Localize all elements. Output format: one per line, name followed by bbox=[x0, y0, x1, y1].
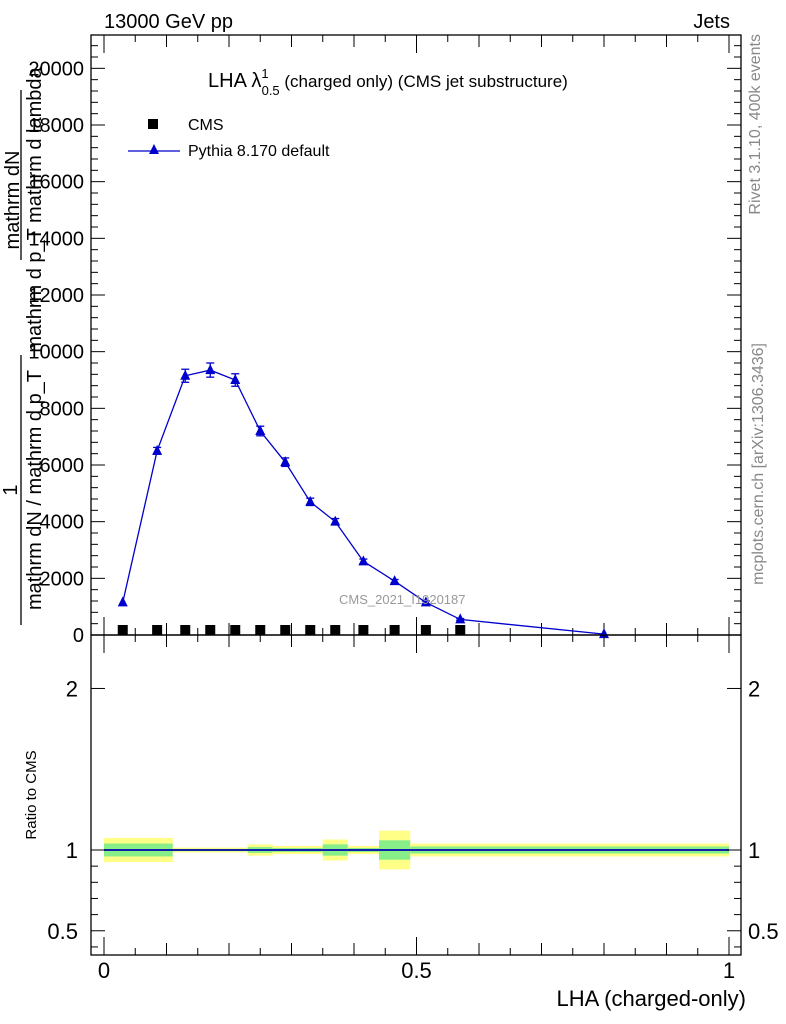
pythia-line bbox=[122, 369, 605, 635]
y-tick-label: 12000 bbox=[28, 285, 84, 307]
legend-pythia-marker bbox=[149, 144, 159, 154]
chart-title-sup: 1 bbox=[261, 66, 268, 81]
ratio-y-ticks: 0.5 0.5 1 1 2 2 bbox=[47, 676, 779, 948]
pythia-point bbox=[599, 628, 609, 639]
pythia-point bbox=[389, 575, 400, 586]
y-tick-label: 4000 bbox=[40, 512, 85, 534]
cms-point bbox=[205, 625, 216, 635]
y-tick-label: 14000 bbox=[28, 228, 84, 250]
cms-point bbox=[305, 625, 316, 635]
header-left: 13000 GeV pp bbox=[104, 11, 233, 33]
x-tick-label: 0 bbox=[98, 958, 110, 983]
cms-point bbox=[455, 625, 466, 635]
ratio-y-tick-label-left: 2 bbox=[66, 676, 78, 701]
watermark: CMS_2021_I1920187 bbox=[339, 592, 466, 607]
side-label-bottom: mcplots.cern.ch [arXiv:1306.3436] bbox=[750, 343, 767, 585]
chart-title-sub: 0.5 bbox=[262, 83, 280, 98]
y-tick-label: 20000 bbox=[28, 58, 84, 80]
pythia-point bbox=[305, 495, 316, 506]
pythia-point bbox=[152, 444, 163, 455]
y-label-top-denominator: mathrm d p_T mathrm d lambda bbox=[24, 66, 46, 352]
chart-title-rest: (charged only) (CMS jet substructure) bbox=[280, 72, 568, 91]
y-tick-label: 10000 bbox=[28, 342, 84, 364]
x-axis-label: LHA (charged-only) bbox=[556, 986, 746, 1011]
legend-cms-marker bbox=[148, 119, 158, 129]
ratio-x-ticks: 0 0.5 1 bbox=[98, 635, 735, 983]
y-label-top: mathrm dN bbox=[2, 151, 24, 250]
ratio-y-tick-label-right: 2 bbox=[748, 676, 760, 701]
y-label-main-denominator: mathrm dN / mathrm d p_T bbox=[24, 370, 46, 610]
y-tick-label: 18000 bbox=[28, 115, 84, 137]
ratio-y-tick-label-left: 0.5 bbox=[47, 919, 78, 944]
pythia-point bbox=[358, 555, 369, 566]
y-tick-label: 6000 bbox=[40, 455, 85, 477]
cms-point bbox=[152, 625, 163, 635]
ratio-y-tick-label-left: 1 bbox=[66, 838, 78, 863]
cms-point bbox=[389, 625, 400, 635]
ratio-y-tick-label-right: 0.5 bbox=[748, 919, 779, 944]
pythia-point bbox=[180, 369, 191, 380]
ratio-y-tick-label-right: 1 bbox=[748, 838, 760, 863]
x-tick-label: 0.5 bbox=[401, 958, 432, 983]
side-label-top: Rivet 3.1.10, 400k events bbox=[747, 34, 764, 215]
pythia-point bbox=[330, 515, 341, 526]
y-tick-label: 0 bbox=[73, 625, 84, 647]
cms-point bbox=[420, 625, 431, 635]
legend-pythia-label: Pythia 8.170 default bbox=[188, 143, 330, 160]
pythia-point bbox=[455, 613, 466, 624]
ratio-plot-panel: 0.5 0.51 12 2 0 0.5 1 Ratio to CMS LHA (charg… bbox=[23, 634, 779, 1011]
main-x-ticks bbox=[103, 35, 730, 635]
cms-point bbox=[280, 625, 291, 635]
x-tick-label: 1 bbox=[723, 958, 735, 983]
cms-point bbox=[330, 625, 341, 635]
pythia-point bbox=[117, 596, 128, 607]
ratio-plot-frame bbox=[90, 634, 742, 956]
main-y-ticks: 0 2000 4000 6000 8000 10000 12000 14000 16000 180… bbox=[28, 45, 741, 647]
cms-point bbox=[358, 625, 369, 635]
cms-point bbox=[230, 625, 241, 635]
cms-point bbox=[180, 625, 191, 635]
pythia-point bbox=[420, 596, 431, 607]
main-plot-panel: 0 2000 4000 6000 8000 10000 12000 14000 16000 180… bbox=[0, 34, 742, 647]
y-tick-label: 2000 bbox=[40, 568, 85, 590]
y-tick-label: 16000 bbox=[28, 172, 84, 194]
pythia-point bbox=[205, 364, 216, 375]
cms-point bbox=[255, 625, 266, 635]
chart-title: LHA λ1 0.5 (charged only) (CMS jet substr… bbox=[208, 66, 568, 98]
legend: CMS Pythia 8.170 default bbox=[128, 117, 330, 160]
pythia-point bbox=[230, 374, 241, 384]
y-label-main: 1 bbox=[0, 484, 22, 495]
chart-title-main: LHA λ bbox=[208, 70, 261, 92]
ratio-y-label: Ratio to CMS bbox=[23, 750, 40, 839]
cms-point bbox=[117, 625, 128, 635]
pythia-point bbox=[255, 425, 266, 435]
y-tick-label: 8000 bbox=[40, 398, 85, 420]
main-series-group bbox=[117, 362, 609, 639]
pythia-point bbox=[280, 456, 291, 467]
header-right: Jets bbox=[693, 11, 730, 33]
legend-cms-label: CMS bbox=[188, 117, 224, 134]
